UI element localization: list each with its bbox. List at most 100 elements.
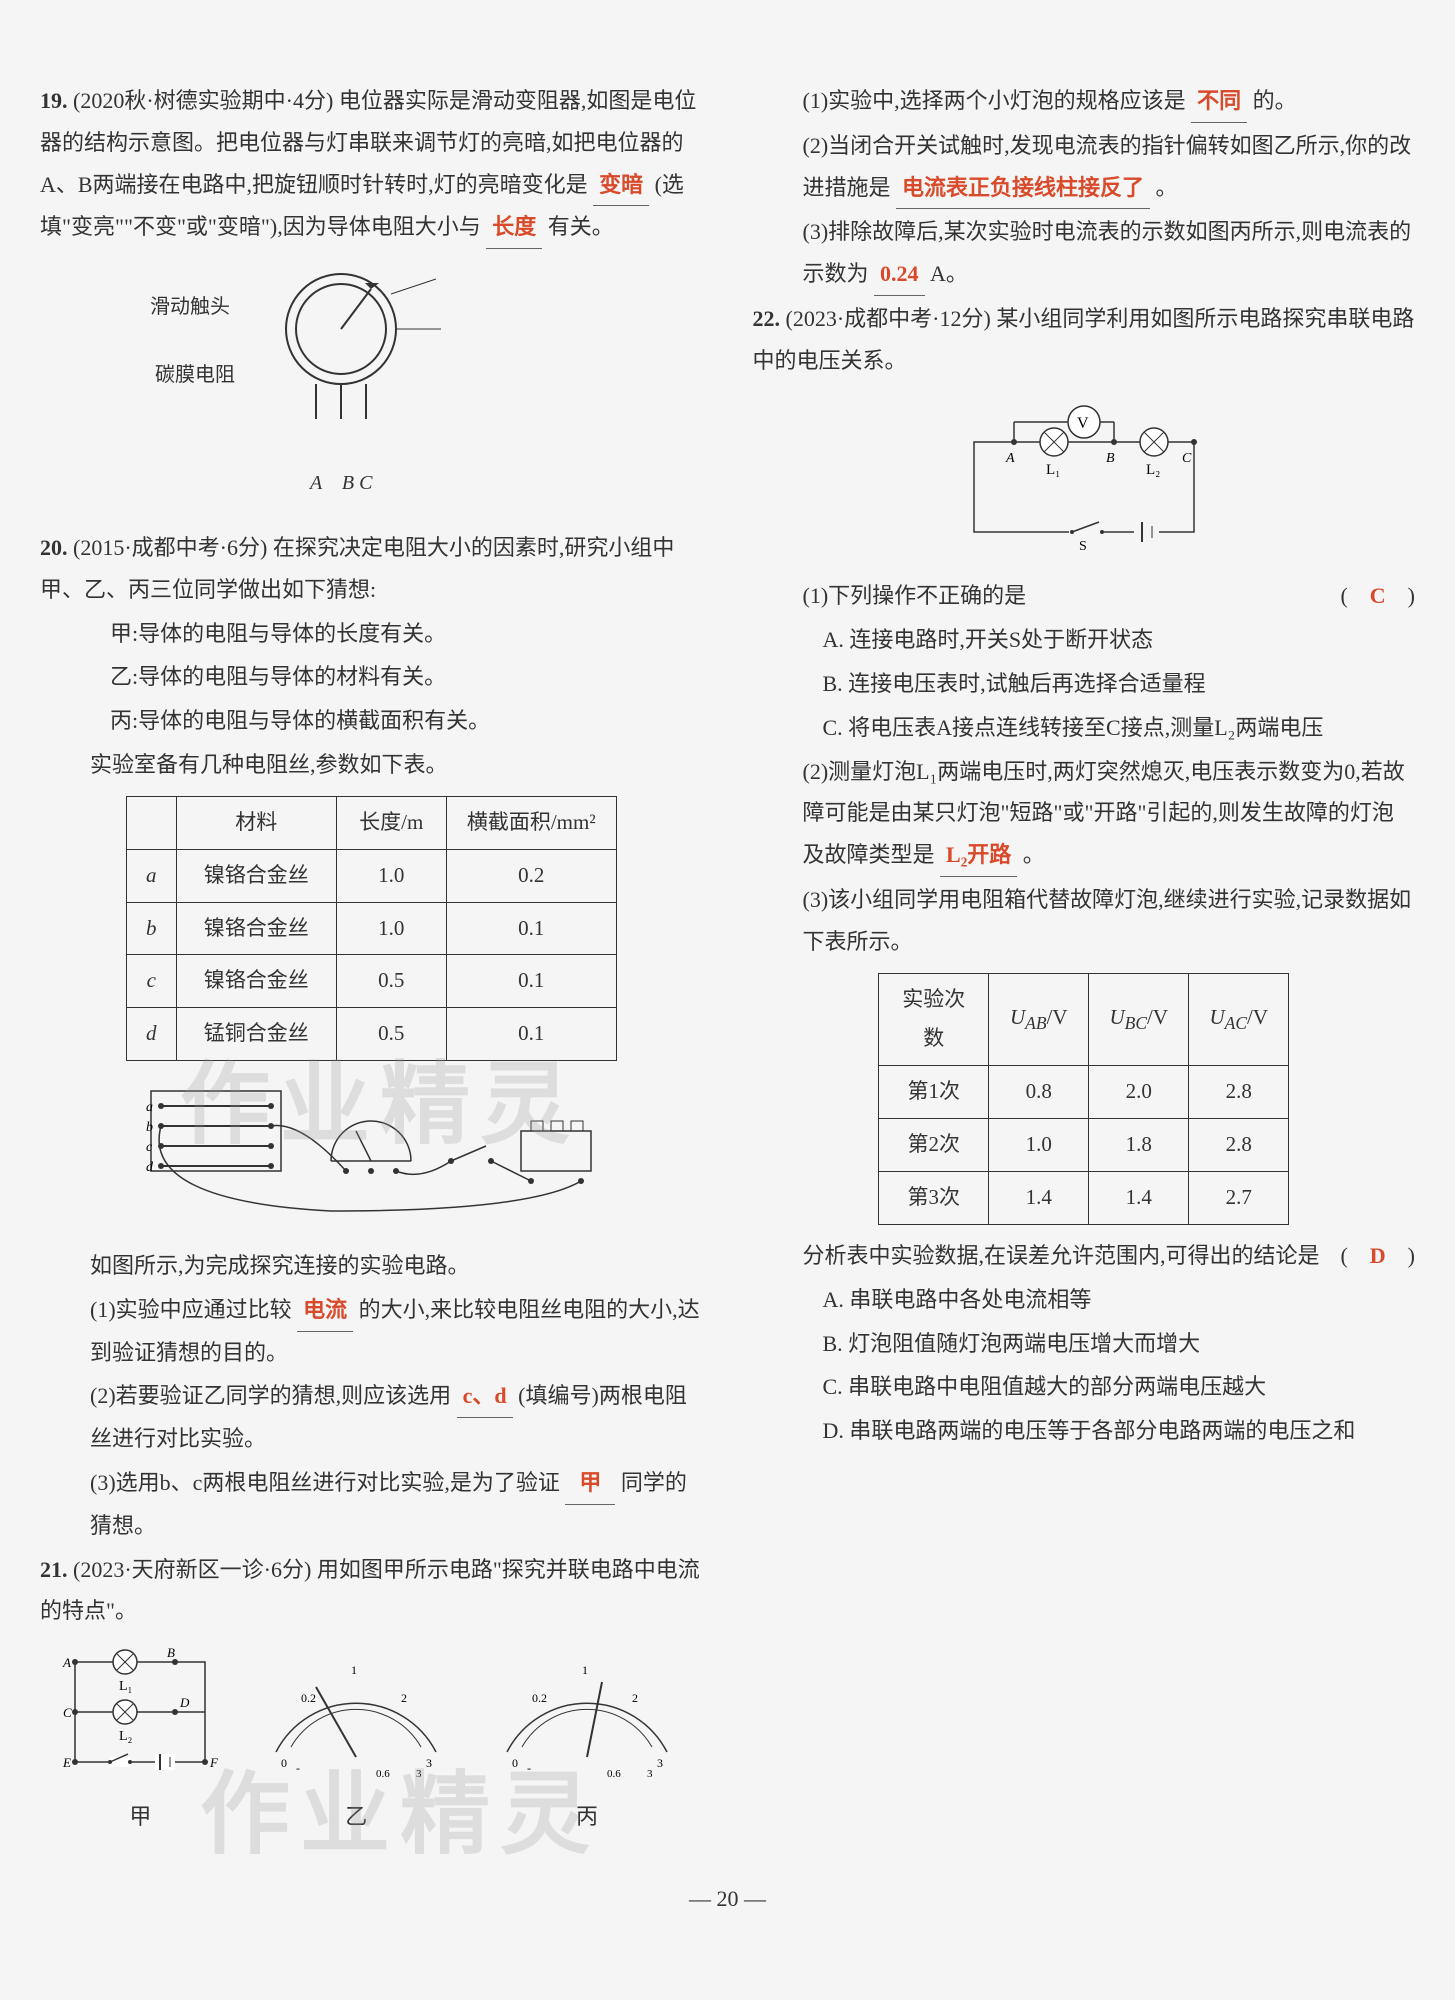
- q21-sub1-ans: 不同: [1191, 80, 1247, 123]
- q22-td: 1.4: [989, 1172, 1089, 1225]
- q19-fig-label-b: 碳膜电阻: [155, 364, 235, 386]
- q20-td: 1.0: [336, 849, 446, 902]
- q21-text: 21. (2023·天府新区一诊·6分) 用如图甲所示电路"探究并联电路中电流的…: [40, 1549, 703, 1633]
- q21-sub2b: 。: [1156, 175, 1178, 200]
- svg-text:L₁: L₁: [1046, 462, 1060, 478]
- q22-td: 第3次: [879, 1172, 989, 1225]
- q22-sub3b-text: 分析表中实验数据,在误差允许范围内,可得出的结论是: [803, 1243, 1320, 1268]
- q20-td: 0.1: [446, 955, 616, 1008]
- svg-text:1: 1: [582, 1663, 588, 1677]
- svg-text:-: -: [527, 1761, 531, 1775]
- q20-td: 0.2: [446, 849, 616, 902]
- q22-sub3a: (3)该小组同学用电阻箱代替故障灯泡,继续进行实验,记录数据如下表所示。: [753, 879, 1416, 963]
- q19-text: 19. (2020秋·树德实验期中·4分) 电位器实际是滑动变阻器,如图是电位器…: [40, 80, 703, 249]
- q22-th-2: UBC/V: [1089, 973, 1189, 1066]
- q21-source: (2023·天府新区一诊·6分): [73, 1557, 311, 1582]
- svg-text:V: V: [1077, 415, 1089, 432]
- q20-td: 0.5: [336, 1008, 446, 1061]
- table-row: 第2次 1.0 1.8 2.8: [879, 1119, 1289, 1172]
- svg-text:B: B: [167, 1645, 175, 1660]
- svg-text:F: F: [209, 1755, 219, 1770]
- svg-text:L₁: L₁: [119, 1679, 132, 1694]
- q20-td: 1.0: [336, 902, 446, 955]
- q19-source: (2020秋·树德实验期中·4分): [73, 88, 333, 113]
- q22-td: 2.0: [1089, 1066, 1189, 1119]
- svg-text:B: B: [1106, 451, 1115, 466]
- svg-text:A: A: [62, 1655, 71, 1670]
- svg-text:0.6: 0.6: [607, 1768, 621, 1780]
- q22-source: (2023·成都中考·12分): [786, 306, 991, 331]
- q20-td: 镍铬合金丝: [176, 902, 336, 955]
- q20-circuit-figure: a b c d: [40, 1071, 703, 1235]
- q22-sub2: (2)测量灯泡L₁两端电压时,两灯突然熄灭,电压表示数变为0,若故障可能是由某只…: [753, 751, 1416, 877]
- q21-sub2-ans: 电流表正负接线柱接反了: [896, 167, 1150, 210]
- svg-text:0.2: 0.2: [301, 1691, 316, 1705]
- q22-text: 22. (2023·成都中考·12分) 某小组同学利用如图所示电路探究串联电路中…: [753, 298, 1416, 382]
- q20-td: 镍铬合金丝: [176, 955, 336, 1008]
- q22-td: 2.7: [1189, 1172, 1289, 1225]
- q20-th-0: [126, 796, 176, 849]
- q20-th-3: 横截面积/mm²: [446, 796, 616, 849]
- q22-sub2a: (2)测量灯泡L₁两端电压时,两灯突然熄灭,电压表示数变为0,若故障可能是由某只…: [803, 759, 1405, 868]
- q20-sub2: (2)若要验证乙同学的猜想,则应该选用 c、d (填编号)两根电阻丝进行对比实验…: [40, 1375, 703, 1460]
- q22-circuit-figure: V L₁ L₂ A B C S: [753, 392, 1416, 566]
- q20-sub1-ans: 电流: [297, 1289, 353, 1332]
- q22-sub3b: 分析表中实验数据,在误差允许范围内,可得出的结论是 ( D ): [753, 1235, 1416, 1277]
- q20-guess-2: 乙:导体的电阻与导体的材料有关。: [40, 656, 703, 698]
- svg-text:3: 3: [426, 1756, 432, 1770]
- q20-sub1a: (1)实验中应通过比较: [90, 1297, 292, 1322]
- q22-sub2-ans: L₂开路: [940, 834, 1017, 877]
- table-row: 材料 长度/m 横截面积/mm²: [126, 796, 616, 849]
- page-number: — 20 —: [40, 1878, 1415, 1920]
- svg-text:3: 3: [647, 1768, 653, 1780]
- table-row: a 镍铬合金丝 1.0 0.2: [126, 849, 616, 902]
- q20-body-2: 实验室备有几种电阻丝,参数如下表。: [40, 744, 703, 786]
- q22-opt3C: C. 串联电路中电阻值越大的部分两端电压越大: [753, 1366, 1416, 1408]
- svg-text:c: c: [146, 1140, 153, 1155]
- q19-body-3: 有关。: [548, 214, 614, 239]
- q20-table: 材料 长度/m 横截面积/mm² a 镍铬合金丝 1.0 0.2 b 镍铬合金丝…: [126, 796, 617, 1061]
- q20-guess-3: 丙:导体的电阻与导体的横截面积有关。: [40, 700, 703, 742]
- svg-text:0.2: 0.2: [532, 1691, 547, 1705]
- q21-fig-label-1: 甲: [55, 1796, 225, 1838]
- q20-number: 20.: [40, 535, 68, 560]
- q20-td: d: [126, 1008, 176, 1061]
- q19-number: 19.: [40, 88, 68, 113]
- q20-sub3: (3)选用b、c两根电阻丝进行对比实验,是为了验证 甲 同学的猜想。: [40, 1462, 703, 1547]
- svg-text:A: A: [1005, 451, 1015, 466]
- q20-th-1: 材料: [176, 796, 336, 849]
- q21-sub3: (3)排除故障后,某次实验时电流表的示数如图丙所示,则电流表的示数为 0.24 …: [753, 211, 1416, 296]
- svg-text:2: 2: [401, 1691, 407, 1705]
- table-row: c 镍铬合金丝 0.5 0.1: [126, 955, 616, 1008]
- q20-td: 镍铬合金丝: [176, 849, 336, 902]
- q22-opt3D: D. 串联电路两端的电压等于各部分电路两端的电压之和: [753, 1410, 1416, 1452]
- q19-fig-label-a: 滑动触头: [150, 296, 230, 318]
- q22-td: 1.8: [1089, 1119, 1189, 1172]
- q21-sub1a: (1)实验中,选择两个小灯泡的规格应该是: [803, 88, 1186, 113]
- q21-sub1b: 的。: [1253, 88, 1297, 113]
- table-row: 实验次数 UAB/V UBC/V UAC/V: [879, 973, 1289, 1066]
- q21-fig-label-2: 乙: [256, 1796, 456, 1838]
- q20-sub1: (1)实验中应通过比较 电流 的大小,来比较电阻丝电阻的大小,达到验证猜想的目的…: [40, 1289, 703, 1374]
- q22-sub3-paren: ( D ): [1340, 1235, 1415, 1277]
- table-row: 第1次 0.8 2.0 2.8: [879, 1066, 1289, 1119]
- q22-th-1: UAB/V: [989, 973, 1089, 1066]
- q20-sub2a: (2)若要验证乙同学的猜想,则应该选用: [90, 1383, 451, 1408]
- q22-opt3A: A. 串联电路中各处电流相等: [753, 1279, 1416, 1321]
- q22-number: 22.: [753, 306, 781, 331]
- q22-sub1-ans: C: [1370, 583, 1386, 608]
- svg-text:C: C: [63, 1705, 72, 1720]
- q22-sub1: (1)下列操作不正确的是 ( C ): [753, 575, 1416, 617]
- svg-text:0.6: 0.6: [376, 1768, 390, 1780]
- q22-td: 第2次: [879, 1119, 989, 1172]
- q20-td: c: [126, 955, 176, 1008]
- svg-text:3: 3: [416, 1768, 422, 1780]
- q20-td: a: [126, 849, 176, 902]
- q22-optA: A. 连接电路时,开关S处于断开状态: [753, 619, 1416, 661]
- table-row: d 锰铜合金丝 0.5 0.1: [126, 1008, 616, 1061]
- q20-body-3: 如图所示,为完成探究连接的实验电路。: [40, 1245, 703, 1287]
- q20-td: 0.1: [446, 902, 616, 955]
- svg-text:E: E: [62, 1755, 71, 1770]
- q22-th-0: 实验次数: [879, 973, 989, 1066]
- q21-number: 21.: [40, 1557, 68, 1582]
